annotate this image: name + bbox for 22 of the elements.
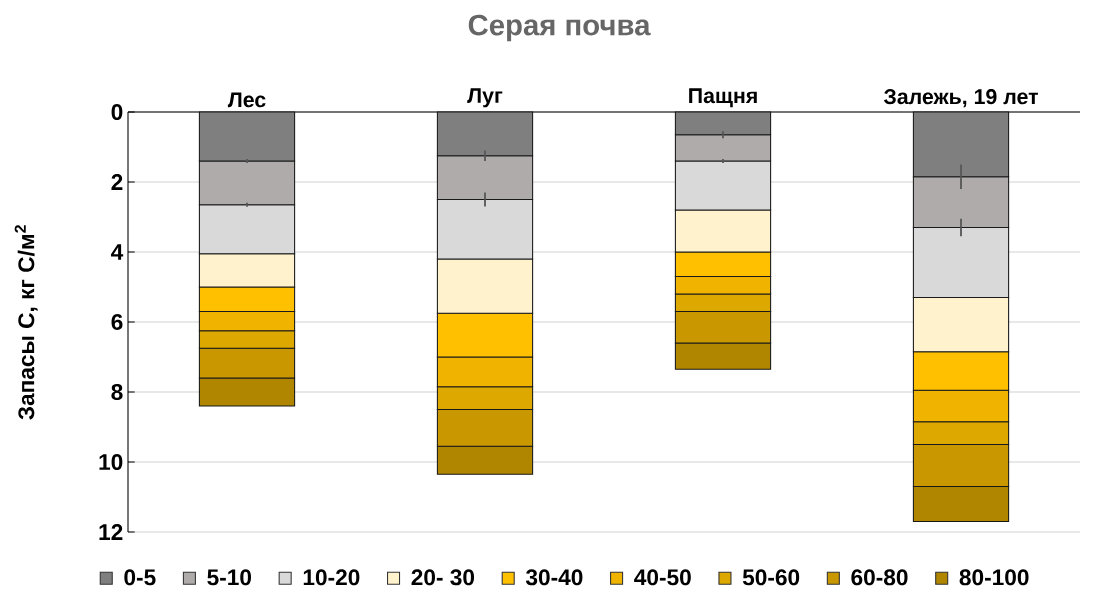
y-tick-label: 4 (111, 244, 124, 260)
y-tick-label: 10 (99, 453, 123, 471)
legend-label: 50-60 (742, 569, 800, 586)
x-tick-label: Пащня (689, 88, 757, 108)
y-axis-title: Запасы С, кг С/м$^{2}$ (14, 225, 38, 420)
y-tick-label: 6 (111, 313, 123, 331)
y-tick-label: 0 (111, 103, 123, 121)
legend-label: 20- 30 (411, 569, 475, 586)
legend-label: 0-5 (124, 569, 156, 586)
legend-label: 10-20 (303, 569, 360, 586)
legend-label: 60-80 (851, 569, 908, 586)
y-tick-label: 12 (99, 524, 123, 540)
x-tick-label: Залежь, 19 лет (883, 89, 1038, 108)
legend-label: 5-10 (207, 569, 252, 586)
chart-title: Серая почва (468, 14, 651, 42)
x-tick-label: Лес (227, 92, 266, 108)
legend-label: 30-40 (525, 569, 583, 586)
y-tick-label: 2 (111, 174, 123, 190)
y-tick-label: 8 (111, 383, 123, 401)
legend-label: 80-100 (959, 569, 1029, 586)
legend-label: 40-50 (634, 569, 691, 586)
x-tick-label: Луг (467, 88, 503, 108)
